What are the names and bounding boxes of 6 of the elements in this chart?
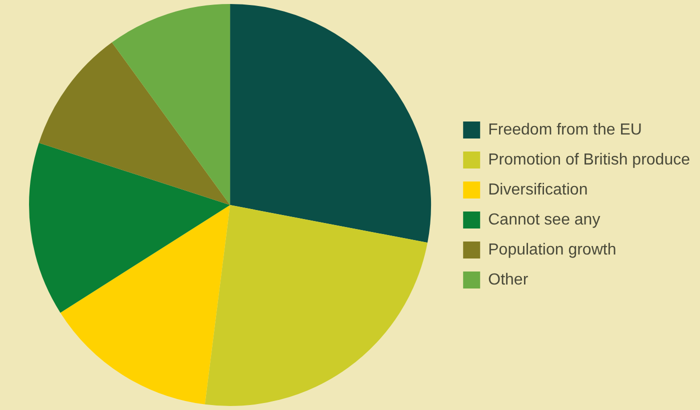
- legend-label: Freedom from the EU: [488, 121, 642, 138]
- legend-label: Diversification: [488, 181, 588, 198]
- legend-label: Promotion of British produce: [488, 151, 690, 168]
- legend-label: Population growth: [488, 241, 616, 258]
- legend-label: Other: [488, 271, 529, 288]
- legend-label: Cannot see any: [488, 211, 600, 228]
